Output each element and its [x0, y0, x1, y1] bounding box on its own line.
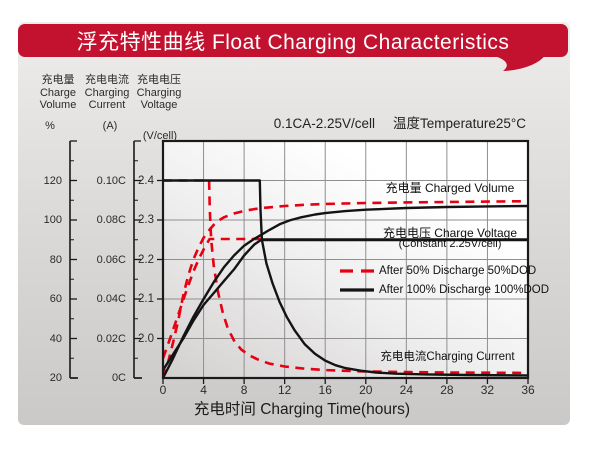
x-tick-label: 0	[159, 383, 167, 397]
volume-axis-title-en1: Charge	[39, 86, 77, 99]
current-axis-title-en1: Charging	[84, 86, 130, 99]
condition-charge-rate: 0.1CA-2.25V/cell	[273, 116, 376, 131]
current-axis-unit: (A)	[102, 120, 118, 132]
voltage-axis-unit: (V/cell)	[142, 130, 178, 142]
volume-tick-label: 20	[49, 372, 62, 384]
current-tick-label: 0.02C	[96, 332, 126, 345]
x-tick-label: 28	[440, 383, 454, 397]
x-tick-label: 20	[359, 383, 373, 397]
solid-line-icon	[340, 288, 374, 292]
charging-current-annotation: 充电电流Charging Current	[380, 351, 515, 363]
voltage-tick-label: 2.1	[138, 293, 154, 305]
constant-voltage-annotation: (Constant 2.25V/cell)	[398, 238, 502, 250]
voltage-tick-label: 2.0	[138, 332, 154, 345]
volume-axis-title-en2: Volume	[39, 99, 77, 111]
volume-tick-label: 100	[43, 214, 62, 226]
current-tick-label: 0C	[111, 372, 126, 384]
legend-item-50dod: After 50% Discharge 50%DOD	[340, 264, 536, 278]
voltage-axis-title-cn: 充电电压	[137, 74, 181, 86]
voltage-axis-title-en1: Charging	[136, 86, 182, 99]
x-tick-label: 8	[240, 383, 248, 397]
x-tick-label: 32	[480, 383, 495, 397]
volume-tick-label: 60	[49, 293, 62, 305]
voltage-axis-header: 充电电压 Charging Voltage	[132, 74, 186, 112]
x-tick-label: 36	[521, 383, 535, 397]
voltage-tick-label: 2.2	[138, 253, 154, 266]
current-tick-label: 0.04C	[96, 293, 126, 305]
volume-tick-label: 80	[49, 253, 62, 266]
current-tick-label: 0.10C	[96, 174, 126, 187]
voltage-tick-label: 2.3	[138, 214, 154, 226]
current-axis-title-cn: 充电电流	[85, 74, 129, 86]
volume-tick-label: 120	[43, 174, 62, 187]
title-banner: 浮充特性曲线 Float Charging Characteristics	[18, 24, 568, 57]
data-curves	[161, 179, 529, 379]
condition-temperature: 温度Temperature25°C	[393, 116, 526, 131]
x-axis-title: 充电时间 Charging Time(hours)	[193, 401, 411, 418]
voltage-axis-title-en2: Voltage	[140, 99, 178, 111]
page-title: 浮充特性曲线 Float Charging Characteristics	[76, 30, 510, 54]
plot-border	[161, 139, 530, 380]
x-tick-label: 12	[277, 383, 292, 397]
volume-axis-header: 充电量 Charge Volume	[34, 74, 82, 112]
test-condition: 0.1CA-2.25V/cell 温度Temperature25°C	[163, 112, 526, 132]
x-tick-label: 16	[318, 383, 332, 397]
legend-label-50dod: After 50% Discharge 50%DOD	[379, 265, 537, 277]
axis-lines-and-ticks	[69, 140, 529, 384]
charge-voltage-annotation: 充电电压 Charge Voltage	[382, 226, 518, 240]
x-tick-label: 4	[200, 383, 207, 397]
dashed-line-icon	[340, 269, 374, 273]
current-tick-label: 0.08C	[96, 214, 126, 226]
charged-volume-annotation: 充电量 Charged Volume	[385, 181, 515, 195]
volume-axis-unit: %	[45, 120, 55, 132]
x-tick-label: 24	[399, 383, 413, 397]
banner-tail-shape	[492, 54, 546, 71]
current-axis-header: 充电电流 Charging Current	[80, 74, 134, 112]
legend-label-100dod: After 100% Discharge 100%DOD	[379, 284, 550, 296]
current-tick-label: 0.06C	[96, 253, 126, 266]
volume-tick-label: 40	[49, 332, 62, 345]
current-axis-title-en2: Current	[88, 99, 126, 111]
volume-axis-title-cn: 充电量	[41, 74, 75, 86]
voltage-tick-label: 2.4	[138, 174, 154, 187]
legend-item-100dod: After 100% Discharge 100%DOD	[340, 283, 549, 297]
